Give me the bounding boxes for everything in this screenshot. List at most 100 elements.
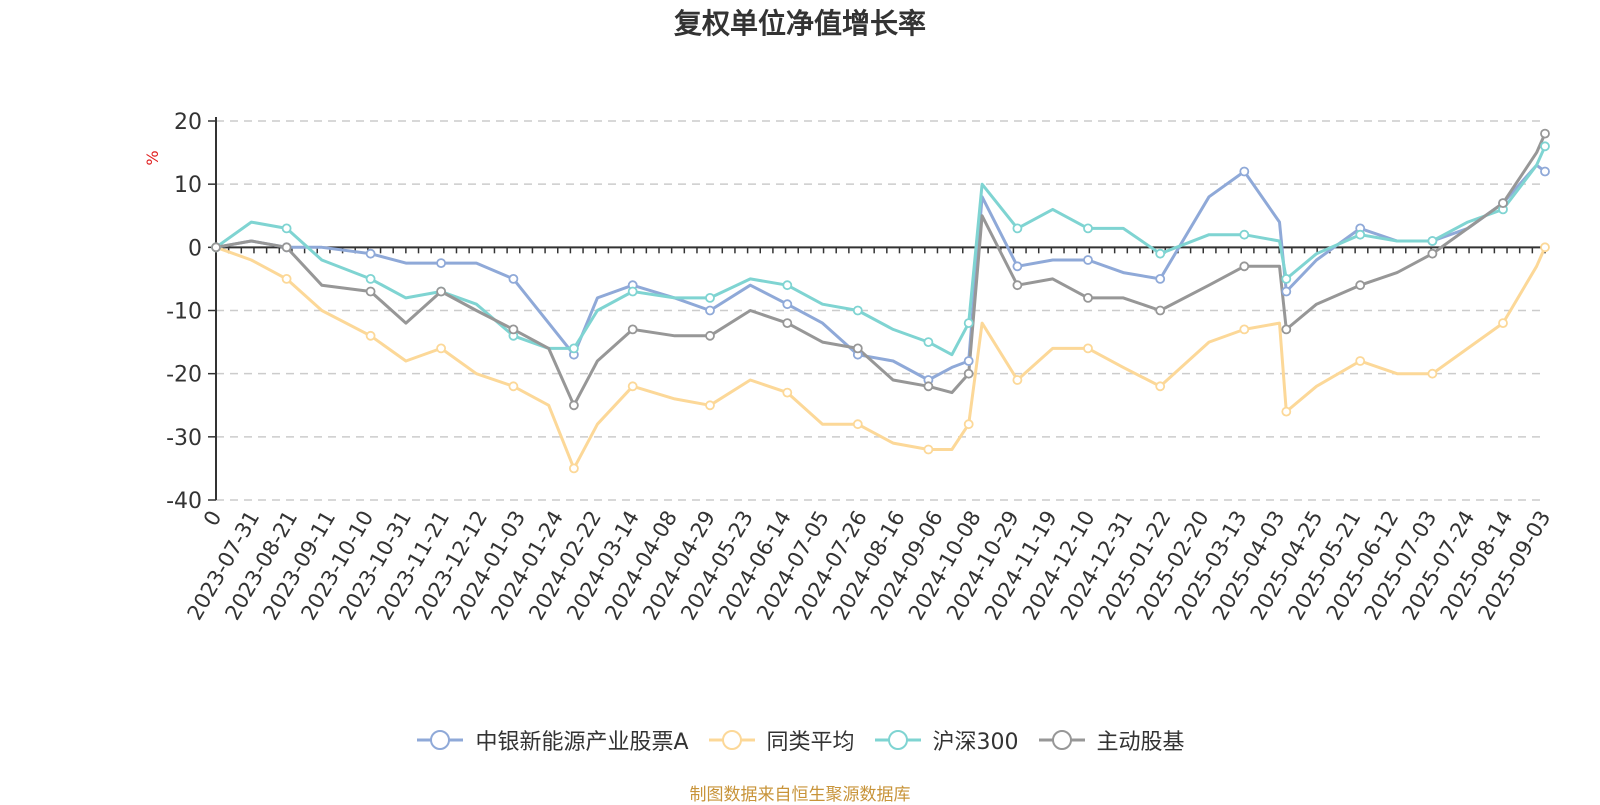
- series-marker: [1155, 381, 1166, 392]
- series-marker: [1281, 406, 1292, 417]
- series-marker: [569, 463, 579, 474]
- y-tick-label: -10: [166, 300, 202, 325]
- series-marker: [1355, 280, 1366, 291]
- series-marker: [569, 343, 579, 354]
- series-marker: [963, 419, 974, 430]
- grid-lines: [216, 120, 1545, 501]
- y-tick-label: 20: [174, 110, 202, 135]
- series-marker: [436, 258, 447, 269]
- legend-marker: [430, 730, 451, 750]
- series-marker: [508, 324, 519, 335]
- series-marker: [508, 381, 519, 392]
- legend-item[interactable]: 主动股基: [1037, 724, 1185, 756]
- series-line: [215, 145, 1547, 357]
- series-marker: [1281, 273, 1292, 284]
- series-marker: [281, 223, 292, 234]
- series-marker: [281, 273, 292, 284]
- legend-item[interactable]: 中银新能源产业股票A: [415, 724, 689, 756]
- series-marker: [569, 400, 579, 411]
- series-marker: [436, 343, 447, 354]
- series-marker: [1083, 343, 1093, 354]
- legend-label: 主动股基: [1096, 730, 1185, 755]
- series-marker: [1012, 280, 1023, 291]
- legend: 中银新能源产业股票A 同类平均 沪深300 主动股基: [0, 720, 1600, 760]
- series-marker: [923, 337, 934, 348]
- y-tick-label: -40: [166, 489, 202, 514]
- line-chart: % 20100-10-20-30-4002023-07-312023-08-21…: [143, 110, 1555, 624]
- y-tick-label: -20: [166, 363, 202, 388]
- series-marker: [281, 242, 292, 253]
- series-marker: [705, 305, 715, 316]
- series-marker: [1427, 236, 1438, 246]
- legend-item[interactable]: 沪深300: [873, 724, 1019, 756]
- series-marker: [1239, 324, 1250, 335]
- legend-marker: [1051, 730, 1072, 750]
- series-marker: [211, 242, 221, 253]
- series-marker: [1083, 255, 1093, 265]
- series-marker: [1540, 166, 1550, 177]
- series-marker: [782, 387, 793, 398]
- series-marker: [852, 343, 863, 354]
- y-axis-unit: %: [143, 150, 162, 165]
- series-marker: [1498, 198, 1508, 209]
- chart-title: 复权单位净值增长率: [673, 7, 926, 40]
- series-marker: [365, 330, 376, 341]
- series-marker: [1427, 368, 1438, 379]
- series-markers: [211, 128, 1550, 474]
- series-marker: [1281, 286, 1292, 297]
- series-marker: [1355, 229, 1366, 240]
- series-marker: [852, 419, 863, 430]
- legend-label: 中银新能源产业股票A: [475, 730, 689, 755]
- series-marker: [1427, 248, 1438, 259]
- source-note: 制图数据来自恒生聚源数据库: [689, 785, 911, 805]
- series-marker: [1540, 128, 1550, 139]
- series-marker: [1012, 223, 1023, 234]
- series-marker: [852, 305, 863, 316]
- series-marker: [963, 356, 974, 366]
- series-marker: [627, 324, 638, 335]
- series-marker: [1239, 166, 1250, 177]
- series-marker: [627, 381, 638, 392]
- series-line: [215, 132, 1547, 407]
- series-marker: [1083, 223, 1093, 234]
- series-marker: [1155, 305, 1166, 316]
- series-marker: [508, 273, 519, 284]
- legend-marker: [721, 730, 742, 750]
- legend-swatch-icon: [1038, 730, 1085, 750]
- series-marker: [705, 400, 715, 411]
- series-marker: [705, 292, 715, 303]
- legend-swatch-icon: [708, 730, 755, 750]
- series-marker: [1355, 356, 1366, 366]
- series-marker: [436, 286, 447, 297]
- series-marker: [627, 286, 638, 297]
- series-marker: [1155, 248, 1166, 259]
- series-marker: [1540, 141, 1550, 152]
- series-line: [215, 163, 1546, 382]
- series-marker: [1239, 261, 1250, 272]
- series-marker: [963, 368, 974, 379]
- series-marker: [782, 318, 793, 329]
- series-marker: [1083, 292, 1093, 303]
- series-marker: [705, 330, 715, 341]
- series-marker: [1155, 273, 1166, 284]
- series-marker: [782, 299, 793, 310]
- series-marker: [365, 248, 376, 259]
- x-tick-label: 0: [199, 507, 226, 531]
- legend-marker: [887, 730, 908, 750]
- legend-swatch-icon: [874, 730, 921, 750]
- series-marker: [1012, 261, 1023, 272]
- series-marker: [963, 318, 974, 329]
- y-tick-label: -30: [166, 426, 202, 451]
- series-marker: [923, 444, 934, 455]
- y-tick-label: 10: [174, 173, 202, 198]
- legend-item[interactable]: 同类平均: [707, 724, 855, 756]
- series-marker: [1281, 324, 1292, 335]
- series-marker: [365, 286, 376, 297]
- series-marker: [1540, 242, 1550, 253]
- y-tick-label: 0: [188, 236, 202, 261]
- series-marker: [365, 273, 376, 284]
- legend-label: 同类平均: [766, 730, 855, 755]
- series-marker: [1239, 229, 1250, 240]
- series-marker: [1012, 375, 1023, 385]
- legend-swatch-icon: [417, 730, 464, 750]
